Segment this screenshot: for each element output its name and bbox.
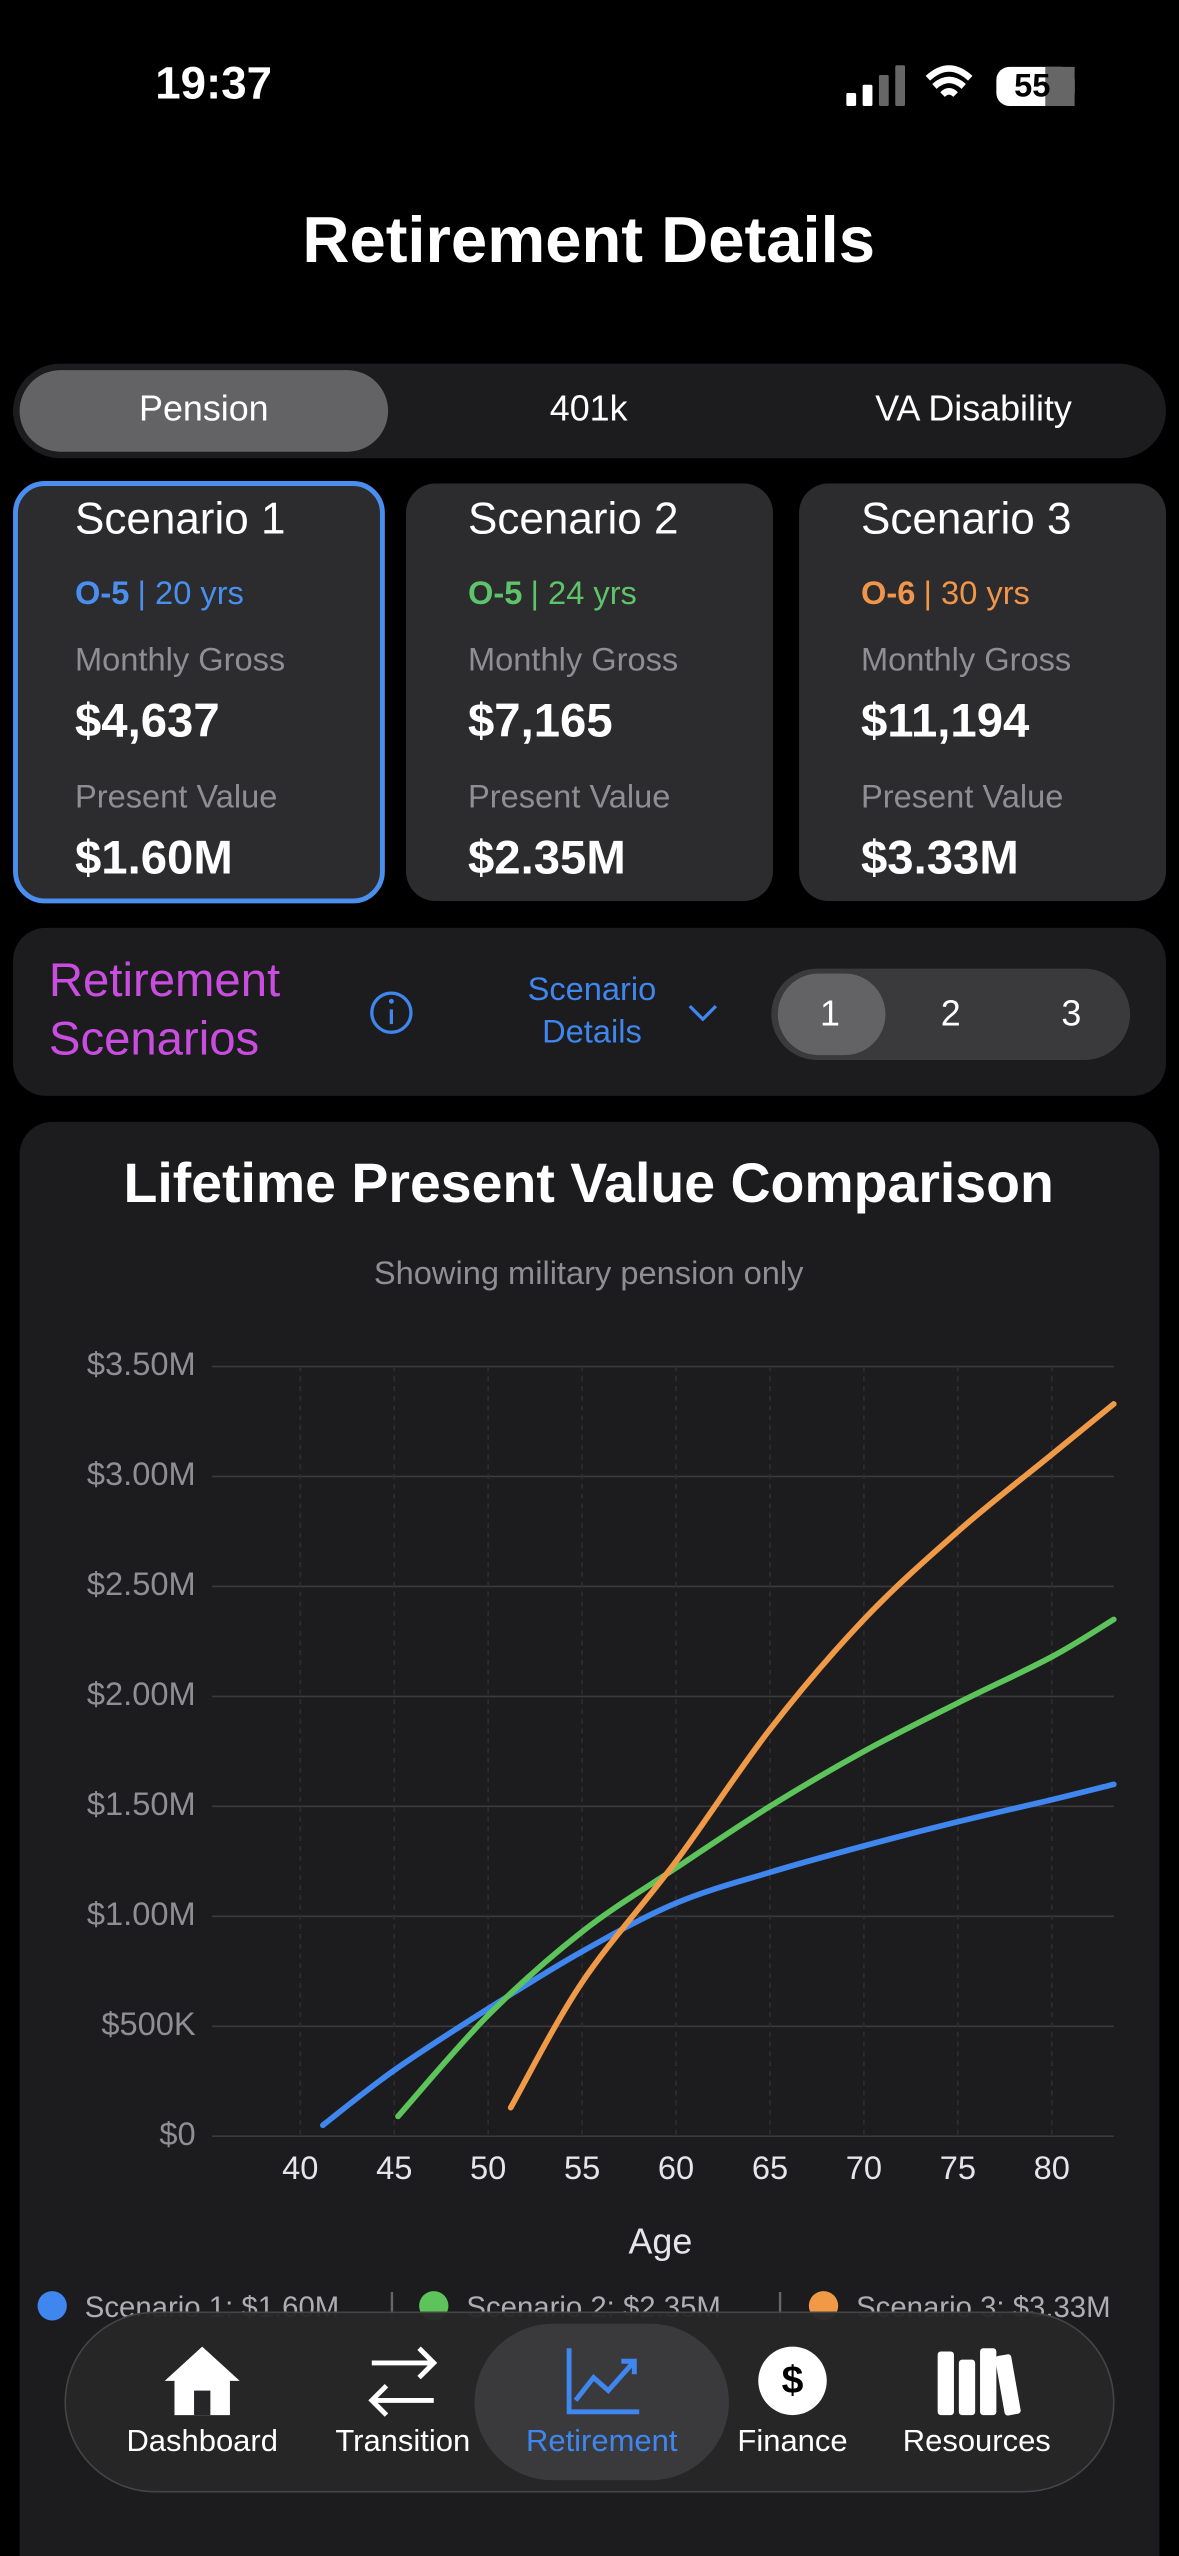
icon-resources [937,2348,1021,2416]
series-line [395,1616,1117,2120]
chevron [688,1004,718,1022]
icon-home [164,2346,240,2416]
icon-finance: $ [758,2346,827,2416]
segment-option[interactable]: 3 [1061,993,1081,1033]
x-tick-label: 55 [564,2149,600,2186]
x-tick-label: 65 [752,2149,788,2186]
x-tick-label: 75 [940,2149,976,2186]
status-time: 19:37 [155,57,272,108]
card-label: Present Value [468,778,670,815]
scenario-card[interactable] [13,481,385,904]
battery-level: 55 [1014,67,1050,104]
tab-bar-item[interactable]: Transition [335,2423,470,2458]
chart-title: Lifetime Present Value Comparison [123,1152,1053,1214]
rank: O-6 [861,574,915,611]
icon-transition [368,2346,438,2417]
y-tick-label: $0 [159,2115,195,2152]
svg-text:$: $ [782,2359,804,2402]
card-label: Monthly Gross [861,641,1071,678]
page-title: Retirement Details [302,203,875,276]
details-toggle[interactable]: Details [542,1012,642,1049]
card-label: Present Value [861,778,1063,815]
scenario-card[interactable] [406,483,773,901]
tab-selected [19,370,389,452]
card-label: Monthly Gross [468,641,678,678]
tab[interactable]: VA Disability [875,388,1072,428]
legend-sep: | [388,2288,396,2321]
card-value: $11,194 [861,695,1030,748]
wifi [925,65,973,98]
tab-bar-item[interactable]: Dashboard [126,2423,278,2458]
x-tick-label: 50 [470,2149,506,2186]
series-line [319,1781,1117,2129]
x-tick-label: 40 [282,2149,318,2186]
tab-bar-item[interactable]: Retirement [526,2423,678,2458]
y-tick-label: $3.50M [87,1345,196,1382]
x-tick-label: 70 [846,2149,882,2186]
card-label: Monthly Gross [75,641,285,678]
tab-bar-item[interactable]: Finance [737,2423,847,2458]
tab-bar-selected [474,2323,729,2481]
card-title: Scenario 3 [861,494,1071,543]
y-tick-label: $1.00M [87,1895,196,1932]
series-line [507,1401,1117,2111]
card-title: Scenario 2 [468,494,678,543]
battery-empty [1045,66,1075,106]
card-rank: O-6 | 30 yrs [861,574,1030,611]
y-tick-label: $2.50M [87,1565,196,1602]
service: | 24 yrs [531,574,637,611]
card-title: Scenario 1 [75,494,285,543]
card-rank: O-5 | 24 yrs [468,574,637,611]
x-tick-label: 45 [376,2149,412,2186]
tab[interactable]: 401k [550,388,628,428]
service: | 20 yrs [138,574,244,611]
legend-sep: | [776,2288,784,2321]
card-value: $2.35M [468,831,626,884]
service: | 30 yrs [924,574,1030,611]
details-toggle[interactable]: Scenario [528,970,657,1007]
y-tick-label: $1.50M [87,1785,196,1822]
scenario-card[interactable] [799,483,1166,901]
chart-card [19,1121,1160,2556]
card-value: $4,637 [75,695,220,748]
tab-bar-item[interactable]: Resources [903,2423,1051,2458]
card-value: $1.60M [75,831,233,884]
card-label: Present Value [75,778,277,815]
legend-dot [37,2291,67,2321]
x-tick-label: 80 [1034,2149,1070,2186]
segment-option[interactable]: 2 [941,993,961,1033]
segment-selected [777,973,886,1056]
card-value: $7,165 [468,695,613,748]
segment-option[interactable]: 1 [820,993,840,1033]
card-rank: O-5 | 20 yrs [75,574,244,611]
signal [846,65,906,106]
tab[interactable]: Pension [139,388,269,428]
y-tick-label: $2.00M [87,1675,196,1712]
scenarios-title: Scenarios [49,1013,259,1066]
x-axis-label: Age [629,2221,693,2261]
y-tick-label: $500K [101,2005,196,2042]
card-value: $3.33M [861,831,1019,884]
x-tick-label: 60 [658,2149,694,2186]
chart-subtitle: Showing military pension only [374,1254,804,1291]
info-button[interactable] [370,991,413,1034]
rank: O-5 [75,574,129,611]
icon-retirement [566,2348,640,2415]
scenarios-title: Retirement [49,954,280,1007]
y-tick-label: $3.00M [87,1455,196,1492]
rank: O-5 [468,574,522,611]
